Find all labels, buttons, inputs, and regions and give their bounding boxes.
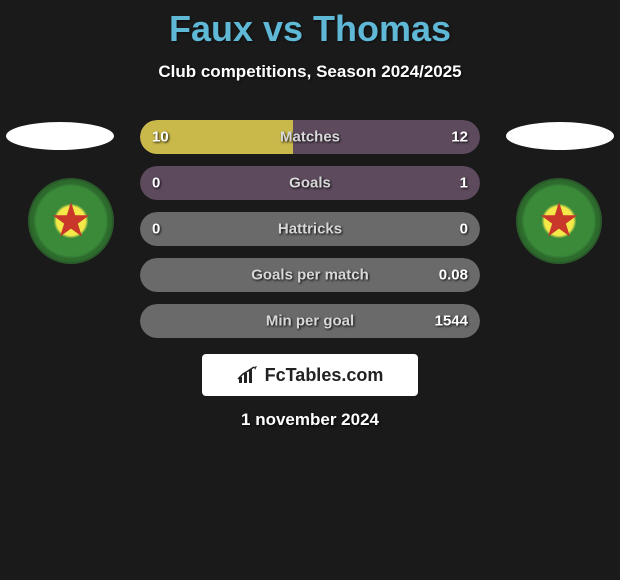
stat-value-right: 12 <box>451 129 468 146</box>
brand-chart-icon <box>237 365 259 385</box>
stat-row: Min per goal 1544 <box>140 304 480 338</box>
stat-value-right: 0 <box>460 221 468 238</box>
stat-label: Hattricks <box>278 221 342 238</box>
stat-row: 0 Goals 1 <box>140 166 480 200</box>
stat-label: Goals per match <box>251 267 369 284</box>
player-left-nameplate <box>6 122 114 150</box>
stat-value-left: 0 <box>152 221 160 238</box>
date-text: 1 november 2024 <box>241 410 379 430</box>
stat-row: Goals per match 0.08 <box>140 258 480 292</box>
stat-value-right: 0.08 <box>439 267 468 284</box>
club-badge-right <box>516 178 602 264</box>
player-right-nameplate <box>506 122 614 150</box>
stats-chart: 10Matches120Goals10Hattricks0Goals per m… <box>140 120 480 350</box>
subtitle: Club competitions, Season 2024/2025 <box>0 62 620 82</box>
stat-value-left: 10 <box>152 129 169 146</box>
stat-value-left: 0 <box>152 175 160 192</box>
brand-text: FcTables.com <box>265 365 384 386</box>
stat-value-right: 1544 <box>435 313 468 330</box>
brand-box[interactable]: FcTables.com <box>202 354 418 396</box>
club-badge-left <box>28 178 114 264</box>
stat-value-right: 1 <box>460 175 468 192</box>
stat-label: Goals <box>289 175 331 192</box>
stat-row: 10 Matches 12 <box>140 120 480 154</box>
stat-label: Matches <box>280 129 340 146</box>
stat-row: 0 Hattricks 0 <box>140 212 480 246</box>
stat-label: Min per goal <box>266 313 354 330</box>
page-title: Faux vs Thomas <box>0 0 620 50</box>
